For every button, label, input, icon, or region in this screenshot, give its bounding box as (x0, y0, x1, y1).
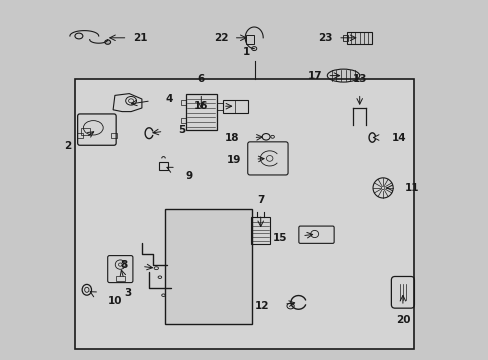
Text: 14: 14 (391, 132, 406, 143)
Bar (180, 100, 185, 105)
Text: 22: 22 (213, 33, 228, 43)
Bar (116, 276, 124, 281)
Text: 7: 7 (257, 195, 264, 205)
Bar (251, 217, 269, 244)
Text: 4: 4 (165, 94, 172, 104)
Text: 3: 3 (124, 288, 131, 298)
Bar (185, 94, 216, 130)
Text: 12: 12 (255, 301, 269, 311)
Bar (343, 35, 347, 41)
Text: 19: 19 (226, 155, 241, 165)
Bar (223, 100, 247, 113)
Bar (180, 118, 185, 123)
Bar (77, 133, 82, 138)
Bar (75, 79, 413, 349)
Bar (165, 209, 251, 324)
Text: 18: 18 (224, 133, 239, 143)
Ellipse shape (104, 40, 110, 44)
Text: 23: 23 (318, 33, 332, 43)
Text: 15: 15 (273, 233, 287, 243)
Text: 10: 10 (107, 296, 122, 306)
Text: 6: 6 (197, 74, 204, 84)
Bar (346, 32, 371, 44)
Text: 11: 11 (404, 183, 418, 193)
Bar (81, 128, 89, 135)
Text: 13: 13 (352, 74, 366, 84)
Text: 17: 17 (307, 71, 322, 81)
Bar (245, 35, 253, 44)
Text: 1: 1 (242, 47, 249, 57)
Text: 20: 20 (395, 315, 409, 325)
Text: 21: 21 (133, 33, 147, 43)
Text: 16: 16 (194, 101, 208, 111)
Text: 9: 9 (185, 171, 192, 181)
Bar (159, 162, 167, 170)
Text: 5: 5 (178, 125, 185, 135)
Bar (111, 133, 117, 138)
Text: 8: 8 (120, 260, 127, 270)
Bar (217, 103, 222, 110)
Text: 2: 2 (64, 141, 72, 152)
